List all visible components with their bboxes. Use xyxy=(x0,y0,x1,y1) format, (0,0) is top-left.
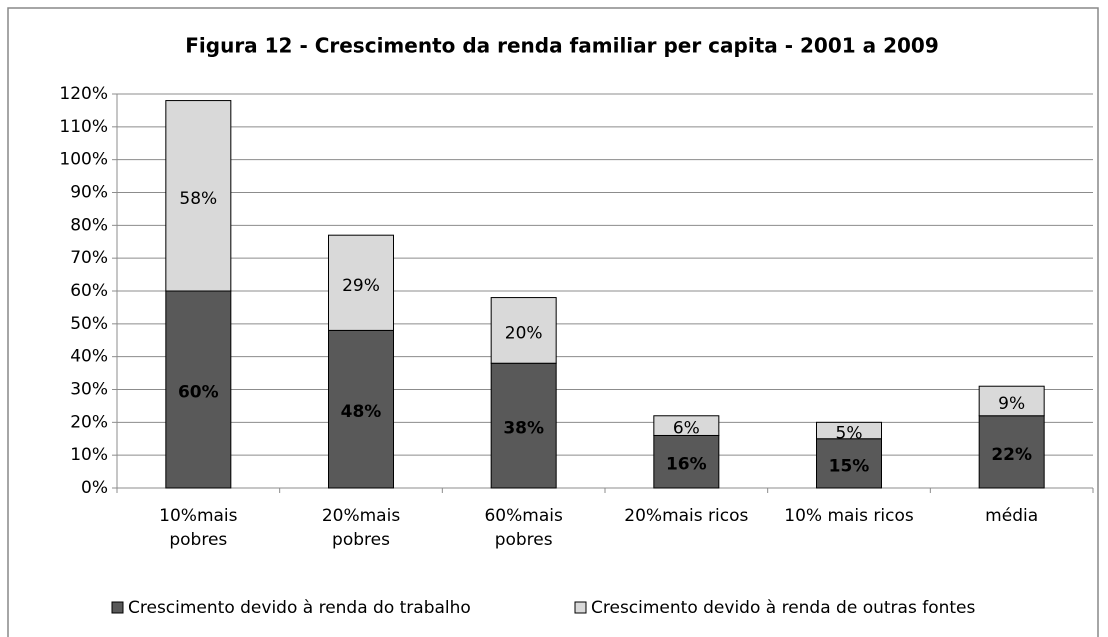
legend-label: Crescimento devido à renda do trabalho xyxy=(128,598,471,618)
bar-segment xyxy=(816,438,882,489)
bar-segment xyxy=(490,297,557,364)
x-tick-label: 60%mais pobres xyxy=(484,506,563,550)
bar-segment xyxy=(978,385,1045,417)
data-label: 48% xyxy=(341,402,382,422)
y-tick-label: 110% xyxy=(59,117,108,137)
y-tick-label: 20% xyxy=(70,412,108,432)
y-tick-label: 90% xyxy=(70,183,108,203)
bar-segment xyxy=(490,362,557,489)
y-tick-label: 120% xyxy=(59,84,108,104)
data-label: 5% xyxy=(836,424,863,444)
x-tick-label: média xyxy=(985,506,1039,526)
y-tick-label: 50% xyxy=(70,314,108,334)
legend-label: Crescimento devido à renda de outras fon… xyxy=(591,598,975,618)
data-label: 6% xyxy=(673,419,700,439)
bar-segment xyxy=(816,421,882,440)
bar-segment xyxy=(165,100,232,292)
bar-segment xyxy=(653,415,720,436)
data-label: 20% xyxy=(505,323,543,343)
bar-segment xyxy=(328,234,394,331)
x-tick-label: 10% mais ricos xyxy=(784,506,914,526)
y-tick-label: 80% xyxy=(70,215,108,235)
bar-segment xyxy=(165,290,232,489)
bar-segment xyxy=(978,415,1045,489)
legend-swatch xyxy=(574,601,587,614)
legend-swatch xyxy=(111,601,124,614)
data-label: 9% xyxy=(998,394,1025,414)
x-tick-label: 20%mais pobres xyxy=(321,506,401,550)
y-tick-label: 0% xyxy=(81,478,108,498)
y-tick-label: 10% xyxy=(70,445,108,465)
x-tick-label: 20%mais ricos xyxy=(624,506,749,526)
bar-segment xyxy=(653,434,720,489)
y-tick-label: 30% xyxy=(70,380,108,400)
y-tick-label: 70% xyxy=(70,248,108,268)
chart-title: Figura 12 - Crescimento da renda familia… xyxy=(185,34,939,58)
y-tick-label: 60% xyxy=(70,281,108,301)
data-label: 38% xyxy=(503,419,544,439)
data-label: 16% xyxy=(666,455,707,475)
data-label: 29% xyxy=(342,276,380,296)
y-tick-label: 40% xyxy=(70,347,108,367)
data-label: 15% xyxy=(829,456,870,476)
bar-segment xyxy=(328,329,394,489)
data-label: 22% xyxy=(991,445,1032,465)
data-label: 60% xyxy=(178,383,219,403)
y-tick-label: 100% xyxy=(59,150,108,170)
x-tick-label: 10%mais pobres xyxy=(159,506,238,550)
data-label: 58% xyxy=(179,189,217,209)
